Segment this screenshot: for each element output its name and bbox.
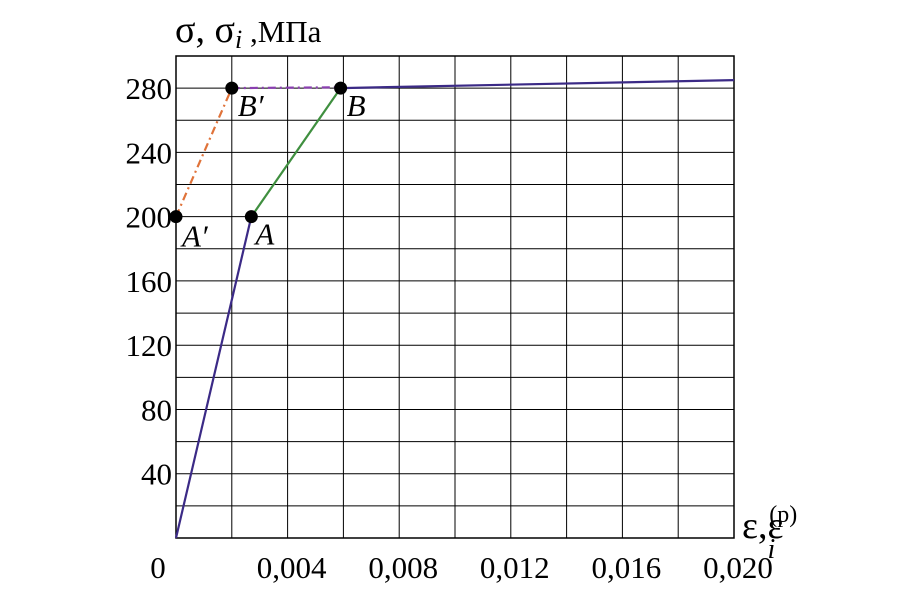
y-axis-label: σ, σi ,МПа — [175, 9, 322, 54]
series-line-4 — [231, 86, 341, 90]
point-label-1: B — [347, 88, 366, 123]
x-tick-label-5: 0,020 — [703, 550, 773, 585]
series-line-1 — [250, 87, 342, 218]
point-label-3: B′ — [238, 88, 265, 123]
series-line-2 — [340, 79, 735, 90]
y-label-unit: МПа — [258, 14, 322, 49]
series-line-0 — [174, 216, 253, 539]
y-tick-label-1: 80 — [141, 392, 172, 427]
point-marker-1 — [334, 81, 348, 95]
y-label-sub-i: i — [235, 25, 242, 54]
y-label-sigma: σ — [175, 9, 195, 51]
y-tick-label-4: 200 — [126, 200, 173, 235]
point-marker-2 — [169, 210, 183, 224]
y-label-sigma-i: σ — [214, 9, 234, 51]
y-label-sep2: , — [242, 14, 258, 49]
x-label-sep: , — [758, 505, 768, 547]
x-label-sub-i: i — [767, 534, 775, 565]
y-label-sep: , — [195, 9, 214, 51]
series-line-3 — [174, 87, 233, 218]
x-tick-label-3: 0,012 — [480, 550, 550, 585]
y-tick-label-6: 280 — [126, 71, 173, 106]
x-tick-label-1: 0,004 — [257, 550, 327, 585]
y-tick-label-3: 160 — [126, 264, 173, 299]
point-label-2: A′ — [180, 219, 209, 254]
x-label-eps: ε — [742, 505, 758, 547]
y-tick-label-2: 120 — [126, 328, 173, 363]
x-tick-label-4: 0,016 — [592, 550, 662, 585]
y-tick-label-5: 240 — [126, 135, 173, 170]
x-tick-label-0: 0 — [150, 550, 166, 585]
point-marker-0 — [244, 210, 258, 224]
x-label-sup-p: (p) — [769, 502, 797, 528]
x-tick-label-2: 0,008 — [368, 550, 438, 585]
point-label-0: A — [253, 217, 275, 252]
x-label-eps-i: ε — [767, 505, 783, 547]
y-tick-label-0: 40 — [141, 457, 172, 492]
point-marker-3 — [225, 81, 239, 95]
x-axis-label: ε,ε i (p) — [742, 502, 797, 565]
